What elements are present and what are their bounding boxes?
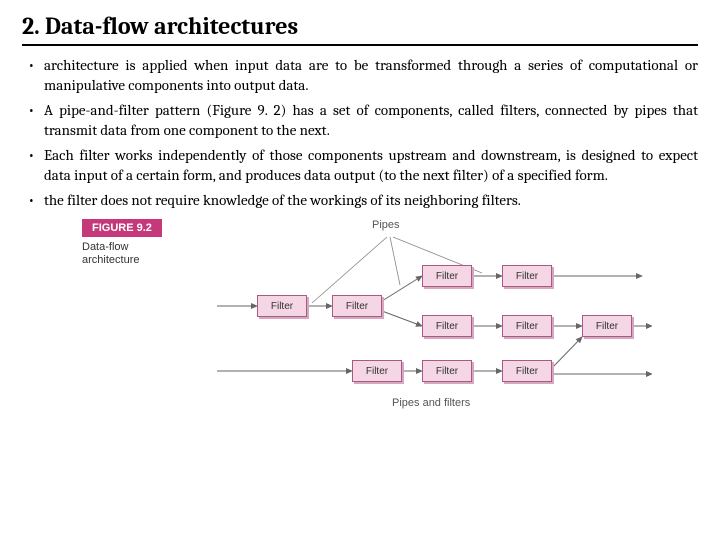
filter-node: Filter [422,265,472,287]
figure: FIGURE 9.2 Data-flow architecture Pipes … [82,217,698,267]
filter-node: Filter [422,315,472,337]
list-item: architecture is applied when input data … [22,56,698,95]
filter-node: Filter [502,315,552,337]
list-item: Each filter works independently of those… [22,146,698,185]
filter-node: Filter [332,295,382,317]
bottom-label: Pipes and filters [392,397,470,409]
page-title: 2. Data-flow architectures [22,12,698,46]
filter-node: Filter [352,360,402,382]
dataflow-diagram: Pipes FilterFilterFilterFilterFilterFilt… [212,225,652,425]
list-item: the filter does not require knowledge of… [22,191,698,211]
bullet-list: architecture is applied when input data … [22,56,698,211]
filter-node: Filter [582,315,632,337]
figure-caption: Data-flow architecture [82,241,182,267]
filter-node: Filter [502,265,552,287]
figure-label: FIGURE 9.2 [82,219,162,237]
filter-node: Filter [502,360,552,382]
filter-node: Filter [257,295,307,317]
list-item: A pipe-and-filter pattern (Figure 9. 2) … [22,101,698,140]
filter-node: Filter [422,360,472,382]
